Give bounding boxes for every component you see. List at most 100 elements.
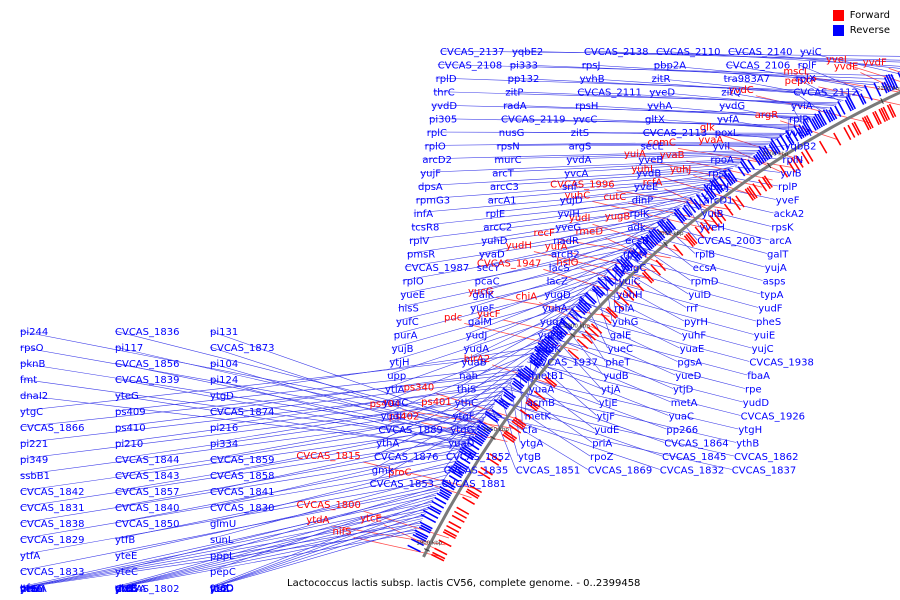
gene-block <box>641 272 653 284</box>
legend-item-reverse: Reverse <box>832 23 890 38</box>
gene-block <box>412 533 427 542</box>
gene-label-reverse: ftsZ <box>210 584 229 595</box>
gene-label-reverse: arcD2 <box>422 155 452 166</box>
reverse-leader-line <box>659 224 768 254</box>
gene-label-reverse: pi334 <box>210 439 238 450</box>
gene-block <box>477 470 491 480</box>
reverse-leader-line <box>625 254 689 295</box>
gene-block <box>881 82 888 94</box>
gene-label-reverse: CVCAS_1802 <box>115 584 179 595</box>
gene-block <box>822 109 832 123</box>
gene-block <box>484 413 499 424</box>
gene-block <box>747 159 756 170</box>
gene-label-forward: ytcE <box>360 514 382 525</box>
gene-label-reverse: tra983A7 <box>724 74 770 85</box>
gene-block <box>429 505 442 513</box>
gene-block <box>511 382 522 391</box>
reverse-leader-line <box>651 77 849 99</box>
gene-label-reverse: CVCAS_2003 <box>697 236 761 247</box>
reverse-leader-line <box>614 265 687 308</box>
gene-block <box>723 203 734 216</box>
gene-label-reverse: divIVA <box>115 584 146 595</box>
reverse-leader-line <box>209 460 457 524</box>
gene-label-reverse: ythC <box>455 398 478 409</box>
gene-label-reverse: ps410 <box>115 423 146 434</box>
gene-block <box>578 301 589 312</box>
gene-label-reverse: CVCAS_1874 <box>210 407 274 418</box>
gene-block <box>517 368 531 380</box>
gene-label-reverse: CVCAS_1831 <box>20 503 84 514</box>
gene-block <box>547 334 559 345</box>
gene-label-reverse: yuaE <box>680 344 705 355</box>
gene-label-reverse: CVCAS_1853 <box>370 479 434 490</box>
gene-block <box>763 175 773 188</box>
reverse-leader-line <box>114 390 505 444</box>
reverse-leader-line <box>114 518 424 589</box>
gene-block <box>552 329 564 340</box>
reverse-leader-line <box>530 357 597 416</box>
gene-label-reverse: secY <box>477 263 501 274</box>
gene-block <box>519 409 532 419</box>
gene-label-forward: proC <box>388 468 411 479</box>
reverse-leader-line <box>209 420 483 476</box>
reverse-leader-line <box>19 386 508 444</box>
gene-label-reverse: ytdF <box>115 584 137 595</box>
gene-label-reverse: rplO <box>425 142 446 153</box>
gene-label-forward: argR <box>755 110 778 121</box>
gene-block <box>716 209 727 222</box>
gene-block <box>801 125 809 136</box>
gene-block <box>489 453 502 463</box>
gene-label-reverse: rpmD <box>691 277 719 288</box>
gene-label-reverse: pi244 <box>20 327 48 338</box>
gene-block <box>453 463 466 473</box>
gene-label-reverse: pi305 <box>429 115 457 126</box>
reverse-leader-line <box>114 346 477 431</box>
gene-label-reverse: rpoA <box>710 155 734 166</box>
reverse-leader-line <box>510 382 521 443</box>
gene-block <box>703 188 713 200</box>
reverse-leader-line <box>572 118 796 129</box>
gene-label-reverse: CVCAS_1864 <box>664 439 728 450</box>
gene-label-reverse: ytjF <box>597 412 616 423</box>
reverse-leader-line <box>209 434 474 492</box>
gene-label-forward: yudH <box>506 241 532 252</box>
gene-block <box>511 420 524 430</box>
gene-label-reverse: nah <box>459 371 478 382</box>
gene-label-reverse: pfs <box>20 583 35 594</box>
gene-label-reverse: CVCAS_1842 <box>20 487 84 498</box>
reverse-leader-line <box>487 414 732 470</box>
gene-label-reverse: yvdB <box>636 169 661 180</box>
gene-block <box>648 230 660 244</box>
gene-block <box>422 509 439 519</box>
reverse-leader-line <box>209 382 511 428</box>
reverse-leader-line <box>461 305 576 362</box>
gene-label-reverse: thrC <box>433 88 454 99</box>
reverse-leader-line <box>209 499 434 588</box>
gene-block <box>847 94 857 110</box>
scale-tick <box>767 162 772 169</box>
gene-label-reverse: yviB <box>780 169 802 180</box>
reverse-leader-line <box>114 442 468 508</box>
gene-block <box>634 243 646 256</box>
gene-label-reverse: rrf <box>686 304 698 315</box>
gene-block <box>814 113 823 128</box>
gene-label-reverse: arcD1 <box>704 196 734 207</box>
gene-block <box>466 488 480 498</box>
gene-block <box>459 447 475 459</box>
gene-label-forward: recF <box>533 228 555 239</box>
gene-label-reverse: CVCAS_1869 <box>588 466 652 477</box>
gene-label-reverse: CVCAS_2119 <box>501 115 565 126</box>
gene-block <box>474 435 485 443</box>
gene-block <box>727 168 738 182</box>
reverse-leader-line <box>413 186 708 214</box>
gene-block <box>473 431 487 441</box>
gene-block <box>578 298 591 311</box>
gene-label-reverse: rpsM <box>623 250 647 261</box>
reverse-leader-line <box>601 278 757 322</box>
gene-block <box>865 115 874 129</box>
reverse-leader-line <box>391 291 589 349</box>
gene-block <box>883 76 892 92</box>
gene-label-reverse: metA <box>671 398 698 409</box>
gene-block <box>700 192 710 203</box>
reverse-leader-line <box>467 271 609 322</box>
